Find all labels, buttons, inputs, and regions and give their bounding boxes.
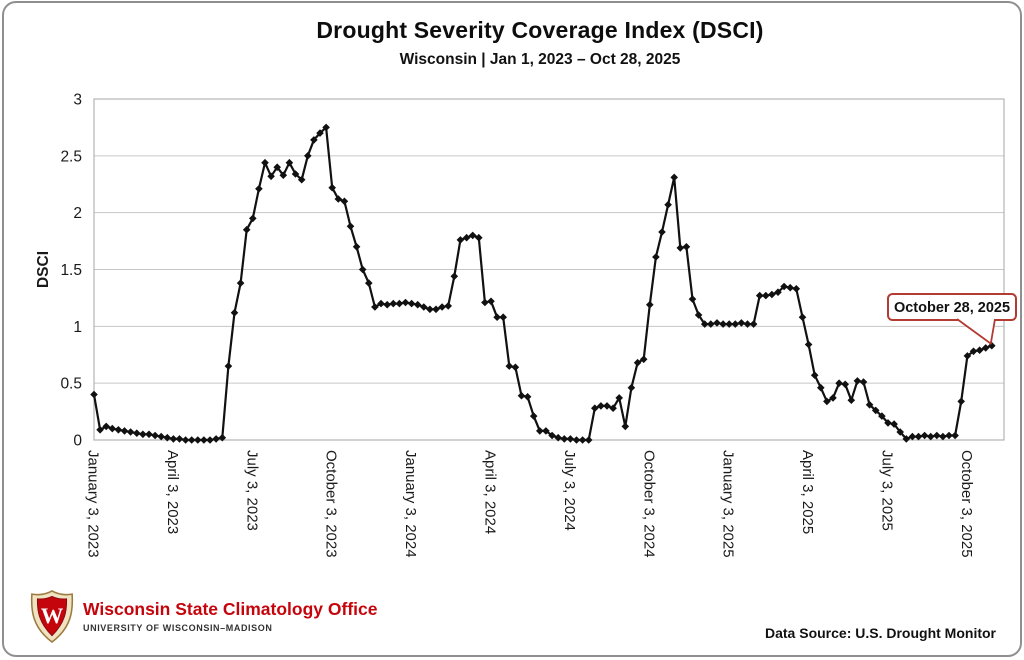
- svg-text:1: 1: [73, 319, 82, 336]
- svg-text:July 3, 2023: July 3, 2023: [243, 450, 260, 531]
- data-source-label: Data Source: U.S. Drought Monitor: [765, 625, 996, 641]
- svg-text:April 3, 2023: April 3, 2023: [164, 450, 181, 534]
- svg-text:January 3, 2023: January 3, 2023: [85, 450, 102, 558]
- svg-text:July 3, 2024: July 3, 2024: [561, 450, 578, 531]
- wsco-logo: W Wisconsin State Climatology Office UNI…: [30, 590, 377, 643]
- footer: W Wisconsin State Climatology Office UNI…: [4, 589, 1020, 655]
- svg-text:January 3, 2024: January 3, 2024: [402, 450, 419, 558]
- svg-text:April 3, 2025: April 3, 2025: [799, 450, 816, 534]
- logo-org-name: Wisconsin State Climatology Office: [83, 599, 378, 620]
- svg-text:2: 2: [73, 205, 82, 222]
- svg-text:3: 3: [73, 92, 82, 109]
- svg-text:2.5: 2.5: [60, 148, 82, 165]
- annotation-label: October 28, 2025: [894, 300, 1010, 316]
- svg-text:1.5: 1.5: [60, 262, 82, 279]
- plot-border: [93, 98, 1005, 441]
- logo-org-subtitle: UNIVERSITY OF WISCONSIN–MADISON: [83, 622, 273, 633]
- svg-text:July 3, 2025: July 3, 2025: [878, 450, 895, 531]
- svg-text:October 3, 2023: October 3, 2023: [323, 450, 340, 558]
- annotation-callout: October 28, 2025: [887, 293, 1017, 345]
- chart-subtitle: Wisconsin | Jan 1, 2023 – Oct 28, 2025: [399, 51, 681, 68]
- uw-crest-icon: W: [30, 590, 74, 643]
- svg-text:April 3, 2024: April 3, 2024: [481, 450, 498, 534]
- dsci-line-chart: 0 0.5 1 1.5 2 2.5 3 DSCI January 3, 2023 April 3,…: [35, 92, 1017, 558]
- svg-text:0: 0: [73, 433, 82, 450]
- dsci-line: [92, 126, 993, 442]
- svg-text:0.5: 0.5: [60, 376, 82, 393]
- annotation-pointer: [956, 318, 996, 345]
- y-gridlines: [94, 98, 1004, 441]
- x-axis-labels: January 3, 2023 April 3, 2023 July 3, 2023…: [85, 450, 975, 558]
- annotation-box: [887, 293, 1017, 321]
- svg-text:January 3, 2025: January 3, 2025: [720, 450, 737, 558]
- logo-text: Wisconsin State Climatology Office UNIVE…: [83, 599, 378, 633]
- crest-letter: W: [41, 603, 64, 628]
- chart-header: Drought Severity Coverage Index (DSCI) W…: [60, 17, 1020, 69]
- y-axis-labels: 0 0.5 1 1.5 2 2.5 3: [60, 92, 82, 450]
- y-axis-title: DSCI: [35, 251, 52, 288]
- svg-text:October 3, 2024: October 3, 2024: [640, 450, 657, 558]
- svg-text:October 3, 2025: October 3, 2025: [958, 450, 975, 558]
- chart-title: Drought Severity Coverage Index (DSCI): [316, 17, 764, 43]
